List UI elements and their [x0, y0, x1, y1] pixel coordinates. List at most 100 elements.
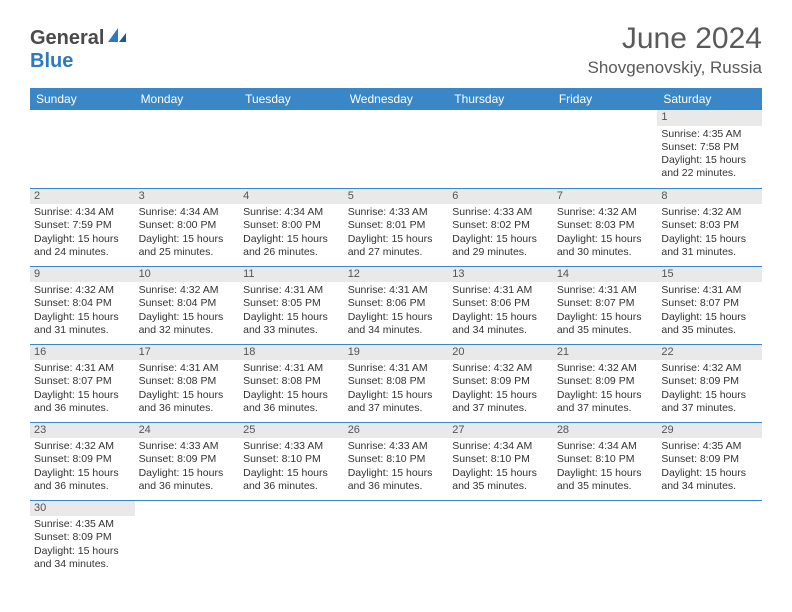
- calendar-day-cell: 23Sunrise: 4:32 AMSunset: 8:09 PMDayligh…: [30, 422, 135, 500]
- sunset-text: Sunset: 8:10 PM: [557, 453, 654, 466]
- sunset-text: Sunset: 8:09 PM: [452, 375, 549, 388]
- day-number: 9: [30, 267, 135, 283]
- calendar-day-cell: 4Sunrise: 4:34 AMSunset: 8:00 PMDaylight…: [239, 188, 344, 266]
- location: Shovgenovskiy, Russia: [588, 58, 763, 78]
- sunrise-text: Sunrise: 4:34 AM: [452, 440, 549, 453]
- sunrise-text: Sunrise: 4:32 AM: [557, 206, 654, 219]
- day-number: 7: [553, 189, 658, 205]
- calendar-day-cell: 17Sunrise: 4:31 AMSunset: 8:08 PMDayligh…: [135, 344, 240, 422]
- sunrise-text: Sunrise: 4:33 AM: [139, 440, 236, 453]
- weekday-header: Friday: [553, 88, 658, 110]
- sunset-text: Sunset: 7:59 PM: [34, 219, 131, 232]
- calendar-day-cell: 26Sunrise: 4:33 AMSunset: 8:10 PMDayligh…: [344, 422, 449, 500]
- calendar-week-row: 9Sunrise: 4:32 AMSunset: 8:04 PMDaylight…: [30, 266, 762, 344]
- calendar-day-cell: 24Sunrise: 4:33 AMSunset: 8:09 PMDayligh…: [135, 422, 240, 500]
- sunset-text: Sunset: 8:09 PM: [34, 531, 131, 544]
- sunrise-text: Sunrise: 4:32 AM: [557, 362, 654, 375]
- day-number: 21: [553, 345, 658, 361]
- sunrise-text: Sunrise: 4:31 AM: [557, 284, 654, 297]
- weekday-header: Sunday: [30, 88, 135, 110]
- daylight-text: Daylight: 15 hours and 29 minutes.: [452, 233, 549, 259]
- calendar-day-cell: 21Sunrise: 4:32 AMSunset: 8:09 PMDayligh…: [553, 344, 658, 422]
- sunrise-text: Sunrise: 4:35 AM: [661, 128, 758, 141]
- calendar-day-cell: 3Sunrise: 4:34 AMSunset: 8:00 PMDaylight…: [135, 188, 240, 266]
- sunrise-text: Sunrise: 4:35 AM: [34, 518, 131, 531]
- sunset-text: Sunset: 8:04 PM: [34, 297, 131, 310]
- weekday-header: Saturday: [657, 88, 762, 110]
- sunrise-text: Sunrise: 4:32 AM: [661, 206, 758, 219]
- calendar-day-cell: 8Sunrise: 4:32 AMSunset: 8:03 PMDaylight…: [657, 188, 762, 266]
- daylight-text: Daylight: 15 hours and 31 minutes.: [661, 233, 758, 259]
- calendar-day-cell: 9Sunrise: 4:32 AMSunset: 8:04 PMDaylight…: [30, 266, 135, 344]
- sunrise-text: Sunrise: 4:33 AM: [348, 440, 445, 453]
- sunset-text: Sunset: 8:07 PM: [661, 297, 758, 310]
- calendar-day-cell: 28Sunrise: 4:34 AMSunset: 8:10 PMDayligh…: [553, 422, 658, 500]
- daylight-text: Daylight: 15 hours and 37 minutes.: [661, 389, 758, 415]
- sunrise-text: Sunrise: 4:32 AM: [34, 440, 131, 453]
- day-number: 11: [239, 267, 344, 283]
- calendar-day-cell: [553, 110, 658, 188]
- sunrise-text: Sunrise: 4:31 AM: [348, 284, 445, 297]
- daylight-text: Daylight: 15 hours and 36 minutes.: [34, 389, 131, 415]
- sunset-text: Sunset: 8:00 PM: [243, 219, 340, 232]
- sunset-text: Sunset: 8:09 PM: [661, 375, 758, 388]
- day-number: 23: [30, 423, 135, 439]
- calendar-day-cell: 12Sunrise: 4:31 AMSunset: 8:06 PMDayligh…: [344, 266, 449, 344]
- calendar-day-cell: [553, 500, 658, 578]
- calendar-week-row: 1Sunrise: 4:35 AMSunset: 7:58 PMDaylight…: [30, 110, 762, 188]
- daylight-text: Daylight: 15 hours and 24 minutes.: [34, 233, 131, 259]
- daylight-text: Daylight: 15 hours and 37 minutes.: [348, 389, 445, 415]
- calendar-day-cell: 7Sunrise: 4:32 AMSunset: 8:03 PMDaylight…: [553, 188, 658, 266]
- title-block: June 2024 Shovgenovskiy, Russia: [588, 22, 763, 78]
- brand-word1: General: [30, 27, 104, 49]
- calendar-day-cell: 15Sunrise: 4:31 AMSunset: 8:07 PMDayligh…: [657, 266, 762, 344]
- calendar-day-cell: 29Sunrise: 4:35 AMSunset: 8:09 PMDayligh…: [657, 422, 762, 500]
- daylight-text: Daylight: 15 hours and 35 minutes.: [661, 311, 758, 337]
- calendar-table: Sunday Monday Tuesday Wednesday Thursday…: [30, 88, 762, 578]
- sunrise-text: Sunrise: 4:34 AM: [34, 206, 131, 219]
- sunset-text: Sunset: 8:04 PM: [139, 297, 236, 310]
- calendar-day-cell: 18Sunrise: 4:31 AMSunset: 8:08 PMDayligh…: [239, 344, 344, 422]
- day-number: 12: [344, 267, 449, 283]
- day-number: 20: [448, 345, 553, 361]
- calendar-week-row: 23Sunrise: 4:32 AMSunset: 8:09 PMDayligh…: [30, 422, 762, 500]
- sunrise-text: Sunrise: 4:34 AM: [243, 206, 340, 219]
- daylight-text: Daylight: 15 hours and 37 minutes.: [557, 389, 654, 415]
- calendar-day-cell: [448, 110, 553, 188]
- daylight-text: Daylight: 15 hours and 36 minutes.: [139, 467, 236, 493]
- day-number: 1: [657, 110, 762, 126]
- day-number: 25: [239, 423, 344, 439]
- calendar-day-cell: 30Sunrise: 4:35 AMSunset: 8:09 PMDayligh…: [30, 500, 135, 578]
- calendar-day-cell: [344, 110, 449, 188]
- sunrise-text: Sunrise: 4:31 AM: [348, 362, 445, 375]
- calendar-day-cell: [657, 500, 762, 578]
- sunset-text: Sunset: 8:03 PM: [661, 219, 758, 232]
- daylight-text: Daylight: 15 hours and 34 minutes.: [34, 545, 131, 571]
- daylight-text: Daylight: 15 hours and 34 minutes.: [452, 311, 549, 337]
- day-number: 29: [657, 423, 762, 439]
- daylight-text: Daylight: 15 hours and 31 minutes.: [34, 311, 131, 337]
- calendar-day-cell: 16Sunrise: 4:31 AMSunset: 8:07 PMDayligh…: [30, 344, 135, 422]
- daylight-text: Daylight: 15 hours and 30 minutes.: [557, 233, 654, 259]
- sunrise-text: Sunrise: 4:31 AM: [34, 362, 131, 375]
- sunset-text: Sunset: 8:06 PM: [452, 297, 549, 310]
- header: GeneralBlue June 2024 Shovgenovskiy, Rus…: [30, 22, 762, 78]
- sunset-text: Sunset: 8:09 PM: [139, 453, 236, 466]
- day-number: 8: [657, 189, 762, 205]
- day-number: 17: [135, 345, 240, 361]
- day-number: 3: [135, 189, 240, 205]
- calendar-day-cell: 20Sunrise: 4:32 AMSunset: 8:09 PMDayligh…: [448, 344, 553, 422]
- daylight-text: Daylight: 15 hours and 37 minutes.: [452, 389, 549, 415]
- day-number: 18: [239, 345, 344, 361]
- sunrise-text: Sunrise: 4:32 AM: [34, 284, 131, 297]
- sunset-text: Sunset: 8:08 PM: [243, 375, 340, 388]
- daylight-text: Daylight: 15 hours and 36 minutes.: [243, 389, 340, 415]
- daylight-text: Daylight: 15 hours and 36 minutes.: [139, 389, 236, 415]
- sunrise-text: Sunrise: 4:32 AM: [139, 284, 236, 297]
- sunset-text: Sunset: 8:02 PM: [452, 219, 549, 232]
- daylight-text: Daylight: 15 hours and 36 minutes.: [34, 467, 131, 493]
- sunset-text: Sunset: 8:07 PM: [34, 375, 131, 388]
- sunset-text: Sunset: 8:00 PM: [139, 219, 236, 232]
- daylight-text: Daylight: 15 hours and 36 minutes.: [243, 467, 340, 493]
- daylight-text: Daylight: 15 hours and 34 minutes.: [348, 311, 445, 337]
